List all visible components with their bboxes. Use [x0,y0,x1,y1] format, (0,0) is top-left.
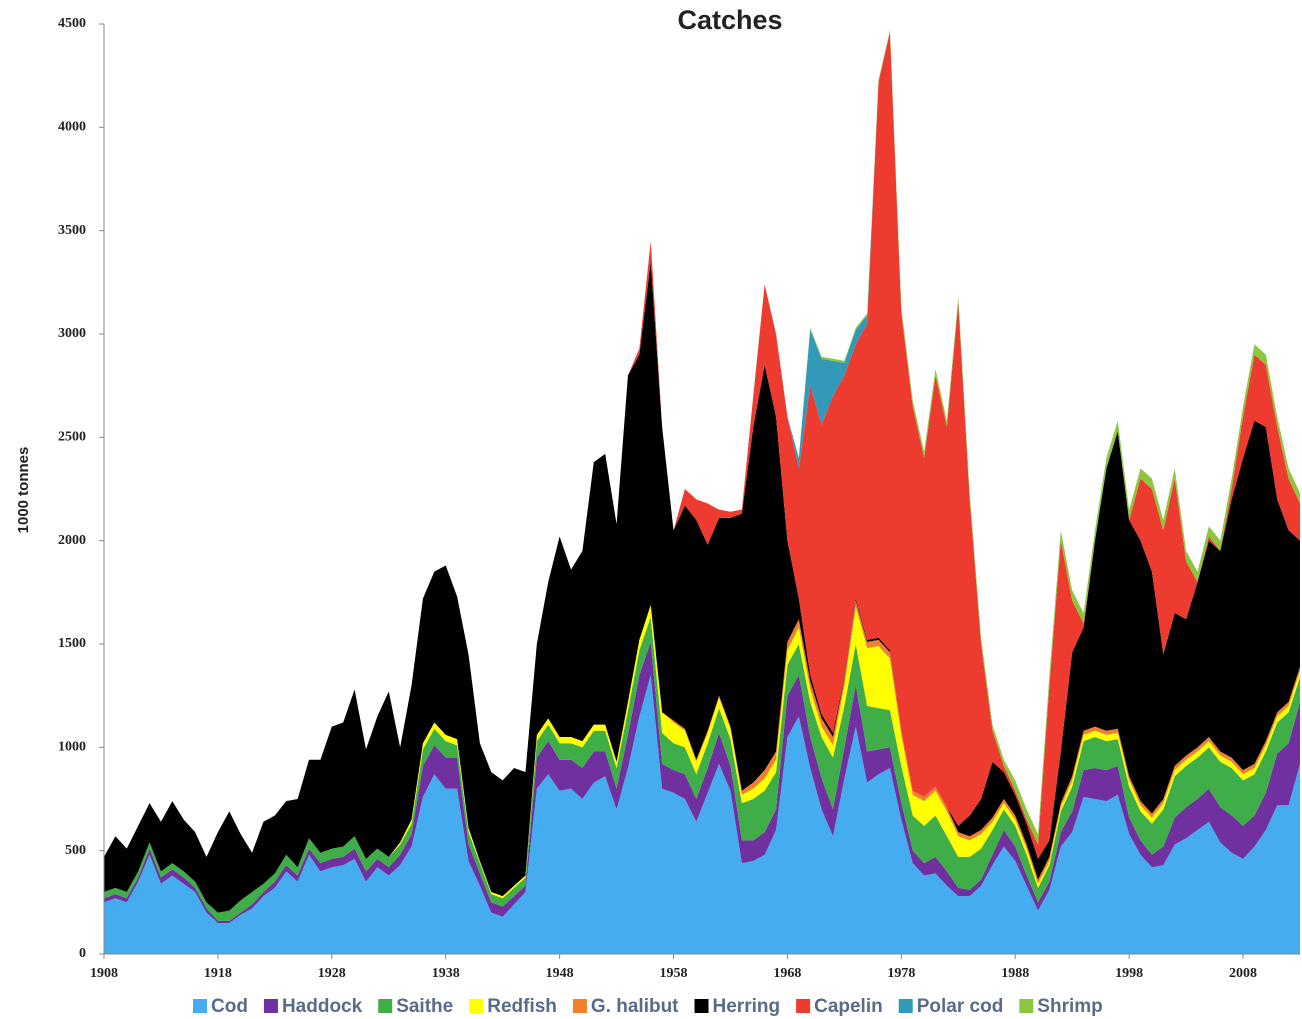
x-tick-label: 1908 [90,966,118,981]
x-tick-label: 1938 [432,966,460,981]
legend-label: Shrimp [1037,996,1102,1017]
y-tick-label: 3500 [58,223,86,238]
chart-title: Catches [677,5,782,35]
legend-label: Polar cod [917,996,1004,1017]
legend-label: Herring [713,996,781,1017]
x-tick-label: 2008 [1229,966,1257,981]
y-tick-label: 2000 [58,533,86,548]
area [104,617,1300,921]
area [104,641,1300,923]
legend-swatch [1019,999,1034,1013]
legend-label: Capelin [814,996,883,1017]
x-tick-label: 1918 [204,966,232,981]
legend-label: Haddock [282,996,363,1017]
legend-swatch [193,999,207,1013]
y-axis-label: 1000 tonnes [15,447,32,534]
legend-swatch [469,999,484,1013]
y-tick-label: 500 [65,843,86,858]
x-tick-label: 1958 [660,966,688,981]
y-tick-label: 2500 [58,430,86,445]
legend-label: Saithe [396,996,453,1017]
y-tick-label: 4500 [58,16,86,31]
legend-label: Redfish [487,996,557,1017]
legend-swatch [572,999,587,1013]
area [104,261,1300,913]
legend-swatch [263,999,278,1013]
legend-swatch [694,999,709,1013]
y-tick-label: 0 [79,946,86,961]
legend-label: G. halibut [591,996,679,1017]
x-tick-label: 1948 [546,966,574,981]
legend-swatch [898,999,913,1013]
y-tick-label: 1500 [58,636,86,651]
x-tick-label: 1968 [773,966,801,981]
legend-label: Cod [211,996,248,1017]
y-tick-label: 3000 [58,326,86,341]
area [104,604,1300,913]
x-tick-label: 1988 [1001,966,1029,981]
y-tick-label: 4000 [58,120,86,135]
x-tick-label: 1998 [1115,966,1143,981]
x-tick-label: 1928 [318,966,346,981]
x-tick-label: 1978 [887,966,915,981]
y-tick-label: 1000 [58,740,86,755]
legend-swatch [378,999,393,1013]
area [104,675,1300,954]
legend-swatch [796,999,811,1013]
